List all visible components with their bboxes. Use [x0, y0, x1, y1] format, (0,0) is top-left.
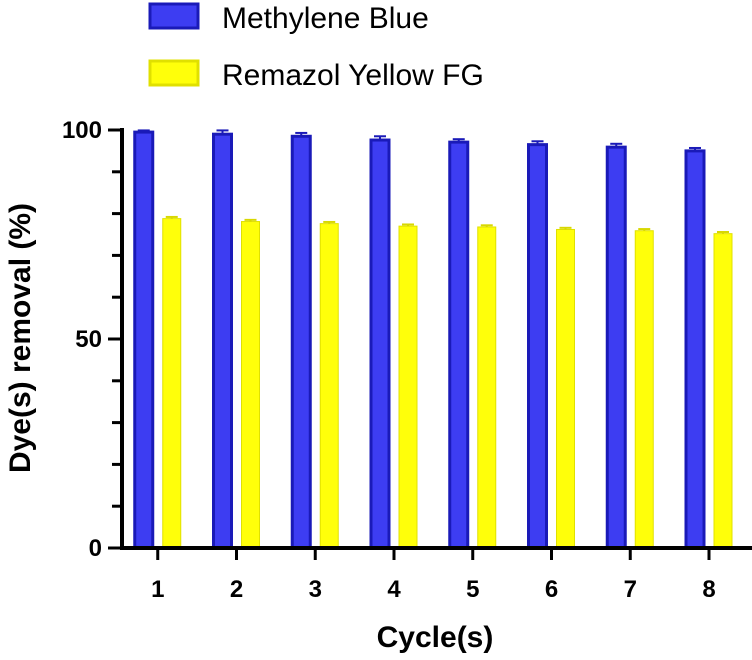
legend-label-remazol-yellow-fg: Remazol Yellow FG: [222, 59, 484, 92]
bar-remazol-yellow-fg-cycle-5: [477, 226, 497, 549]
x-tick-label-3: 3: [309, 576, 322, 603]
legend-item-remazol-yellow-fg: Remazol Yellow FG: [148, 59, 484, 92]
bar-remazol-yellow-fg-cycle-4: [398, 225, 418, 549]
x-tick-label-6: 6: [545, 576, 558, 603]
x-axis-title: Cycle(s): [377, 621, 494, 654]
legend-swatch-methylene-blue: [148, 2, 200, 30]
bar-methylene-blue-cycle-3: [290, 134, 312, 550]
legend-item-methylene-blue: Methylene Blue: [148, 2, 429, 35]
bar-methylene-blue-cycle-8: [684, 149, 706, 550]
bar-methylene-blue-cycle-1: [133, 130, 155, 550]
y-tick-label-0: 0: [89, 535, 102, 562]
bar-remazol-yellow-fg-cycle-6: [556, 228, 575, 549]
x-tick-label-4: 4: [387, 576, 401, 603]
x-tick-label-8: 8: [702, 576, 715, 603]
bar-methylene-blue-cycle-6: [527, 143, 548, 550]
y-tick-label-100: 100: [62, 117, 102, 144]
legend-swatch-remazol-yellow-fg: [148, 59, 200, 87]
axes: 0 50 100 1 2 3 4 5 6 7 8: [62, 117, 752, 603]
bar-remazol-yellow-fg-cycle-1: [162, 218, 182, 549]
bar-remazol-yellow-fg-cycle-8: [713, 233, 733, 549]
plot-area: [133, 129, 733, 550]
bar-remazol-yellow-fg-cycle-3: [319, 223, 339, 549]
bar-remazol-yellow-fg-cycle-7: [634, 230, 654, 549]
x-tick-label-5: 5: [466, 576, 479, 603]
legend: Methylene Blue Remazol Yellow FG: [148, 2, 484, 92]
bar-methylene-blue-cycle-2: [212, 132, 233, 550]
y-axis-title: Dye(s) removal (%): [4, 203, 37, 473]
x-tick-label-1: 1: [151, 576, 164, 603]
x-tick-label-7: 7: [624, 576, 637, 603]
y-tick-label-50: 50: [75, 326, 102, 353]
x-tick-label-2: 2: [230, 576, 243, 603]
bar-methylene-blue-cycle-7: [605, 145, 627, 550]
bar-remazol-yellow-fg-cycle-2: [241, 221, 260, 549]
bar-methylene-blue-cycle-5: [448, 140, 470, 550]
legend-label-methylene-blue: Methylene Blue: [222, 2, 429, 35]
bar-methylene-blue-cycle-4: [369, 138, 391, 550]
